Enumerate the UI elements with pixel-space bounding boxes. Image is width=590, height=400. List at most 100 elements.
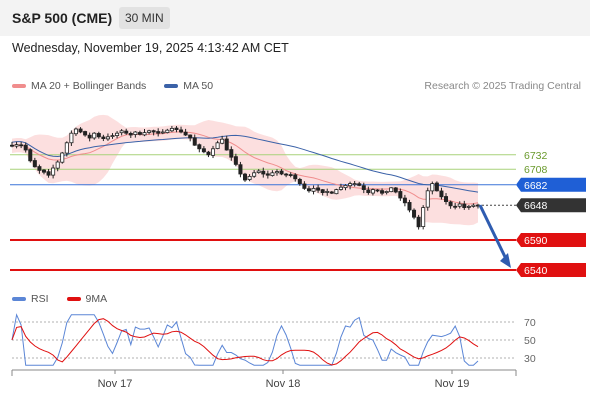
candle-body <box>471 204 476 207</box>
candle-body <box>393 187 398 193</box>
candle-body <box>137 132 142 135</box>
candle-body <box>242 173 247 181</box>
candle-body <box>37 166 42 171</box>
candle-body <box>142 132 147 136</box>
candle-body <box>151 130 156 133</box>
legend-label-ma50: MA 50 <box>183 80 214 92</box>
candle-body <box>101 136 106 140</box>
candle-body <box>124 130 129 134</box>
instrument-title: S&P 500 (CME) <box>12 10 113 26</box>
legend-item-ma50: MA 50 <box>164 80 213 92</box>
candle-body <box>78 128 83 133</box>
candle-body <box>279 170 284 175</box>
candle-body <box>14 144 19 147</box>
candle-body <box>407 202 412 211</box>
candle-body <box>23 144 28 151</box>
price-label-box-6648 <box>516 198 586 213</box>
x-tick-label-0: Nov 17 <box>98 378 133 390</box>
candle-body <box>128 133 133 136</box>
candle-body <box>293 174 298 180</box>
chart-header: S&P 500 (CME) 30 MIN <box>0 0 590 36</box>
legend-swatch-9ma <box>66 297 81 301</box>
candle-body <box>421 207 426 228</box>
candle-body <box>41 169 46 173</box>
candle-body <box>229 149 234 158</box>
price-label-box-6540 <box>516 263 586 277</box>
x-tick-label-2: Nov 19 <box>435 378 470 390</box>
candle-body <box>402 197 407 204</box>
candle-body <box>19 144 24 147</box>
legend-swatch-rsi <box>12 297 26 301</box>
candle-body <box>224 138 229 151</box>
legend-item-rsi: RSI <box>12 293 49 305</box>
timeframe-badge[interactable]: 30 MIN <box>119 7 170 29</box>
candle-body <box>389 187 394 193</box>
candle-body <box>179 129 184 133</box>
candle-body <box>380 190 385 194</box>
candle-body <box>297 178 302 184</box>
candle-body <box>238 164 243 175</box>
candle-body <box>252 172 257 177</box>
candle-body <box>325 190 330 193</box>
legend-label-bollinger: MA 20 + Bollinger Bands <box>31 80 147 92</box>
candle-body <box>412 209 417 218</box>
candle-body <box>197 144 202 150</box>
ma50-line <box>11 134 479 193</box>
price-label-box-6590 <box>516 233 586 247</box>
legend-swatch-ma50 <box>164 84 179 88</box>
candle-body <box>357 183 362 186</box>
candle-body <box>119 130 124 134</box>
price-label-6648: 6648 <box>524 200 548 212</box>
candle-body <box>133 131 138 135</box>
candle-body <box>361 185 366 191</box>
main-legend: MA 20 + Bollinger Bands MA 50 <box>12 80 231 92</box>
candle-body <box>306 188 311 192</box>
candle-body <box>174 127 179 131</box>
legend-label-9ma: 9MA <box>85 293 108 305</box>
price-label-box-6682 <box>516 177 586 192</box>
candle-body <box>334 189 339 195</box>
candle-body <box>211 148 216 156</box>
candle-body <box>206 151 211 156</box>
candle-body <box>28 149 33 162</box>
rsi-legend: RSI 9MA <box>12 293 125 305</box>
candle-body <box>434 182 439 192</box>
price-label-6732: 6732 <box>524 150 548 162</box>
candle-body <box>55 161 60 169</box>
candle-body <box>87 134 92 139</box>
candle-body <box>201 148 206 153</box>
candle-body <box>92 132 97 139</box>
candle-body <box>398 191 403 199</box>
legend-label-rsi: RSI <box>31 293 49 305</box>
candle-body <box>366 189 371 193</box>
rsi-tick-label-50: 50 <box>524 335 536 347</box>
candle-body <box>316 187 321 191</box>
candle-body <box>160 131 165 134</box>
candle-body <box>233 156 238 165</box>
rsi-tick-label-70: 70 <box>524 317 536 329</box>
candle-body <box>384 190 389 194</box>
legend-item-bollinger: MA 20 + Bollinger Bands <box>12 80 146 92</box>
candle-body <box>430 183 435 192</box>
candle-body <box>73 128 78 135</box>
candle-body <box>320 189 325 194</box>
candle-body <box>261 170 266 175</box>
candle-body <box>352 183 357 186</box>
candle-body <box>9 144 14 147</box>
candle-body <box>375 189 380 192</box>
candle-body <box>115 132 120 136</box>
candle-body <box>215 142 220 149</box>
candle-body <box>220 138 225 144</box>
candle-body <box>110 135 115 138</box>
candle-body <box>284 173 289 176</box>
candle-body <box>453 205 458 208</box>
price-label-6590: 6590 <box>524 235 548 247</box>
candle-body <box>448 201 453 207</box>
candle-body <box>64 142 69 154</box>
candle-body <box>416 216 421 228</box>
candle-body <box>370 189 375 194</box>
bollinger-band <box>12 114 478 226</box>
candle-body <box>462 203 467 209</box>
candle-body <box>188 134 193 139</box>
